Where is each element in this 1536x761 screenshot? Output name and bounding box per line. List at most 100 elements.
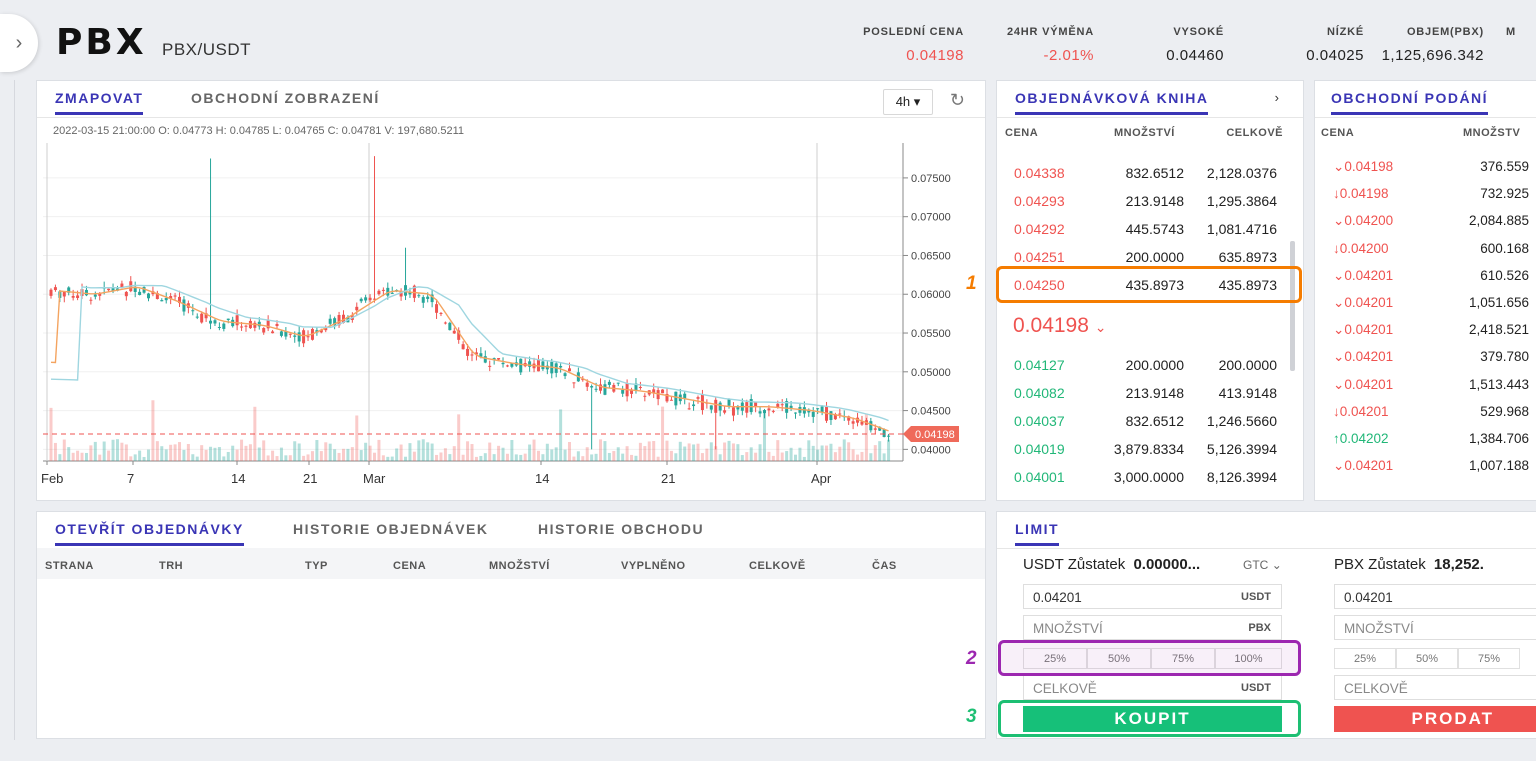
stat-value: -2.01% — [1043, 47, 1094, 64]
ask-row[interactable]: 0.04293 213.9148 1,295.3864 — [997, 187, 1297, 214]
volume-bar — [709, 442, 713, 461]
trade-row: ↓0.04200 600.168 — [1315, 235, 1529, 262]
sell-qty-input[interactable]: MNOŽSTVÍ — [1334, 615, 1536, 640]
stat-value: 1,125,696.342 — [1381, 47, 1484, 64]
volume-bar — [89, 445, 93, 461]
tab-chart[interactable]: ZMAPOVAT — [55, 90, 144, 115]
trade-row: ↓0.04201 529.968 — [1315, 398, 1529, 425]
row-price: 0.04338 — [1014, 165, 1065, 181]
volume-bar — [621, 453, 625, 461]
volume-bar — [271, 450, 275, 461]
ask-row[interactable]: 0.04251 200.0000 635.8973 — [997, 243, 1297, 270]
row-price: 0.04251 — [1014, 249, 1065, 265]
volume-bar — [727, 440, 731, 461]
buy-pct-25-button[interactable]: 25% — [1023, 648, 1087, 669]
x-tick-label: 21 — [661, 471, 675, 486]
candle-body — [483, 356, 487, 363]
candle-body — [253, 322, 257, 328]
buy-price-input[interactable]: 0.04201 USDT — [1023, 584, 1282, 609]
tab-trade-history[interactable]: HISTORIE OBCHODU — [538, 521, 705, 537]
tab-orderbook[interactable]: OBJEDNÁVKOVÁ KNIHA — [1015, 90, 1209, 115]
volume-bar — [341, 448, 345, 461]
volume-bar — [240, 439, 244, 461]
col-price: CENA — [393, 560, 427, 572]
row-qty: 435.8973 — [1125, 277, 1184, 293]
sell-pct-50-button[interactable]: 50% — [1396, 648, 1458, 669]
chevron-right-icon[interactable]: › — [1274, 90, 1279, 105]
bid-row[interactable]: 0.04001 3,000.0000 8,126.3994 — [997, 463, 1297, 490]
candle-body — [479, 353, 483, 357]
sell-total-input[interactable]: CELKOVĚ — [1334, 675, 1536, 700]
interval-select[interactable]: 4h ▾ — [883, 89, 933, 115]
candle-body — [235, 315, 239, 326]
volume-bar — [120, 442, 124, 461]
tab-order-history[interactable]: HISTORIE OBJEDNÁVEK — [293, 521, 489, 537]
col-filled: VYPLNĚNO — [621, 560, 686, 572]
last-price-tag-label: 0.04198 — [915, 429, 955, 441]
volume-bar — [288, 455, 292, 461]
volume-bar — [873, 445, 877, 461]
tab-open-orders[interactable]: OTEVŘÍT OBJEDNÁVKY — [55, 521, 244, 546]
candle-body — [337, 314, 341, 326]
buy-pct-75-button[interactable]: 75% — [1151, 648, 1215, 669]
volume-bar — [700, 453, 704, 461]
candle-body — [279, 331, 283, 336]
buy-pct-50-button[interactable]: 50% — [1087, 648, 1151, 669]
trade-price-value: 0.04200 — [1344, 213, 1394, 229]
volume-bar — [505, 453, 509, 461]
candle-body — [581, 379, 585, 381]
candle-body — [572, 382, 576, 384]
trade-price: ⌄0.04201 — [1333, 268, 1393, 284]
volume-bar — [76, 450, 80, 461]
buy-total-input[interactable]: CELKOVĚ USDT — [1023, 675, 1282, 700]
tab-trading-view[interactable]: OBCHODNÍ ZOBRAZENÍ — [191, 90, 380, 106]
volume-bar — [71, 452, 75, 461]
x-tick-label: 14 — [231, 471, 245, 486]
ask-row[interactable]: 0.04338 832.6512 2,128.0376 — [997, 159, 1297, 186]
sell-pct-75-button[interactable]: 75% — [1458, 648, 1520, 669]
sell-price-input[interactable]: 0.04201 — [1334, 584, 1536, 609]
volume-bar — [191, 454, 195, 461]
annotation-label-2: 2 — [966, 648, 977, 669]
candle-body — [771, 410, 775, 412]
bid-row[interactable]: 0.04037 832.6512 1,246.5660 — [997, 407, 1297, 434]
candle-body — [745, 402, 749, 413]
bid-row[interactable]: 0.04127 200.0000 200.0000 — [997, 351, 1297, 378]
y-tick-label: 0.04500 — [911, 406, 951, 418]
scrollbar[interactable] — [1290, 241, 1295, 371]
volume-bar — [248, 444, 252, 461]
volume-bar — [647, 441, 651, 461]
sell-pct-25-button[interactable]: 25% — [1334, 648, 1396, 669]
volume-bar — [470, 444, 474, 461]
volume-bar — [457, 414, 461, 461]
buy-qty-input[interactable]: MNOŽSTVÍ PBX — [1023, 615, 1282, 640]
volume-bar — [585, 447, 589, 461]
sell-button[interactable]: PRODAT — [1334, 706, 1536, 732]
ask-row[interactable]: 0.04250 435.8973 435.8973 — [997, 271, 1297, 298]
gtc-select[interactable]: GTC ⌄ — [1243, 558, 1282, 572]
annotation-label-1: 1 — [966, 273, 977, 294]
trade-price-value: 0.04198 — [1339, 186, 1389, 202]
volume-bar — [687, 443, 691, 461]
price-chart[interactable]: 0.07500 0.07000 0.06500 0.06000 0.05500 0.050… — [37, 139, 985, 499]
trade-qty: 1,051.656 — [1468, 295, 1529, 310]
bid-row[interactable]: 0.04019 3,879.8334 5,126.3994 — [997, 435, 1297, 462]
tab-limit[interactable]: LIMIT — [1015, 521, 1060, 546]
ask-row[interactable]: 0.04292 445.5743 1,081.4716 — [997, 215, 1297, 242]
buy-pct-100-button[interactable]: 100% — [1215, 648, 1282, 669]
volume-bar — [257, 447, 261, 461]
volume-bar — [262, 440, 266, 461]
row-price: 0.04037 — [1014, 413, 1065, 429]
candle-body — [62, 291, 66, 297]
tab-trades[interactable]: OBCHODNÍ PODÁNÍ — [1331, 90, 1489, 115]
candle-body — [333, 318, 337, 326]
sidebar-toggle-button[interactable]: › — [0, 14, 38, 72]
volume-bar — [195, 456, 199, 461]
buy-button[interactable]: KOUPIT — [1023, 706, 1282, 732]
candle-body — [319, 329, 323, 333]
volume-bar — [780, 452, 784, 461]
reset-icon[interactable]: ↻ — [949, 90, 965, 110]
row-qty: 213.9148 — [1125, 385, 1184, 401]
candle-body — [439, 312, 443, 314]
bid-row[interactable]: 0.04082 213.9148 413.9148 — [997, 379, 1297, 406]
